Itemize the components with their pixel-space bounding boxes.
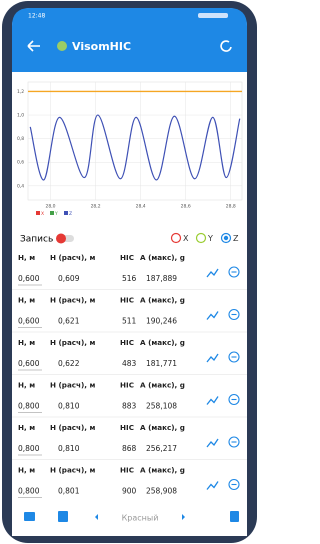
color-label: Красный	[122, 514, 159, 523]
column-header: A (макс), g	[140, 253, 185, 262]
column-header: A (макс), g	[140, 423, 185, 432]
record-value: 883	[122, 402, 137, 411]
record-value: 0,800	[18, 402, 40, 411]
column-header: H (расч), м	[50, 296, 96, 305]
column-header: A (макс), g	[140, 466, 185, 475]
record-value: 516	[122, 274, 137, 283]
legend-label: Y	[54, 211, 58, 217]
record-value: 0,801	[58, 487, 80, 496]
y-tick-label: 1,2	[17, 89, 24, 95]
record-value: 190,246	[146, 317, 177, 326]
column-header: HIC	[120, 423, 134, 432]
screen: 12:48 VisomHIC 1,2 1,0 0,8 0,6 0,4 28,0 28,2 28…	[0, 0, 259, 544]
record-value: 0,800	[18, 444, 40, 453]
record-value: 868	[122, 444, 137, 453]
column-header: A (макс), g	[140, 381, 185, 390]
column-header: H (расч), м	[50, 253, 96, 262]
column-header: A (макс), g	[140, 338, 185, 347]
record-value: 483	[122, 359, 137, 368]
column-header: HIC	[120, 466, 134, 475]
record-value: 0,600	[18, 359, 40, 368]
status-time: 12:48	[28, 13, 45, 20]
axis-label: Y	[207, 234, 213, 243]
plot-area	[28, 82, 242, 200]
y-tick-label: 0,8	[17, 136, 24, 142]
record-value: 0,810	[58, 444, 80, 453]
record-value: 258,108	[146, 402, 177, 411]
record-value: 0,600	[18, 274, 40, 283]
record-value: 0,622	[58, 359, 80, 368]
legend-swatch	[64, 211, 68, 215]
x-tick-label: 28,6	[181, 204, 191, 210]
column-header: H, м	[18, 253, 35, 262]
column-header: H (расч), м	[50, 338, 96, 347]
record-value: 0,600	[18, 317, 40, 326]
record-value: 0,609	[58, 274, 80, 283]
column-header: H (расч), м	[50, 466, 96, 475]
y-tick-label: 0,4	[17, 183, 24, 189]
column-header: H, м	[18, 381, 35, 390]
x-tick-label: 28,4	[136, 204, 146, 210]
column-header: H (расч), м	[50, 423, 96, 432]
x-tick-label: 28,2	[91, 204, 101, 210]
record-value: 256,217	[146, 444, 177, 453]
folder-button[interactable]	[24, 512, 35, 521]
record-value: 0,810	[58, 402, 80, 411]
record-value: 258,908	[146, 487, 177, 496]
column-header: HIC	[120, 296, 134, 305]
column-header: A (макс), g	[140, 296, 185, 305]
column-header: H (расч), м	[50, 381, 96, 390]
axis-label: Z	[233, 234, 239, 243]
legend-swatch	[36, 211, 40, 215]
column-header: H, м	[18, 466, 35, 475]
column-header: HIC	[120, 381, 134, 390]
record-value: 511	[122, 317, 137, 326]
x-tick-label: 28,8	[226, 204, 236, 210]
chart: 1,2 1,0 0,8 0,6 0,4 28,0 28,2 28,4 28,6 28,8 X Y Z	[17, 82, 242, 217]
column-header: HIC	[120, 253, 134, 262]
column-header: HIC	[120, 338, 134, 347]
column-header: H, м	[18, 296, 35, 305]
column-header: H, м	[18, 423, 35, 432]
y-tick-label: 1,0	[17, 113, 24, 119]
record-value: 900	[122, 487, 137, 496]
legend-label: X	[41, 211, 44, 217]
axis-label: X	[183, 234, 189, 243]
save-button[interactable]	[58, 511, 68, 522]
app-title: VisomHIC	[72, 40, 131, 53]
y-tick-label: 0,6	[17, 160, 24, 166]
record-value: 181,771	[146, 359, 177, 368]
record-value: 0,621	[58, 317, 80, 326]
axis-radio-dot[interactable]	[224, 236, 228, 240]
record-value: 0,800	[18, 487, 40, 496]
legend-swatch	[50, 211, 54, 215]
app-icon	[57, 41, 67, 51]
report-button[interactable]	[230, 511, 239, 522]
record-switch-knob[interactable]	[56, 234, 66, 244]
legend-label: Z	[69, 211, 72, 217]
record-value: 187,889	[146, 274, 177, 283]
status-icons	[198, 13, 228, 18]
record-label: Запись	[20, 235, 53, 245]
x-tick-label: 28,0	[46, 204, 56, 210]
column-header: H, м	[18, 338, 35, 347]
